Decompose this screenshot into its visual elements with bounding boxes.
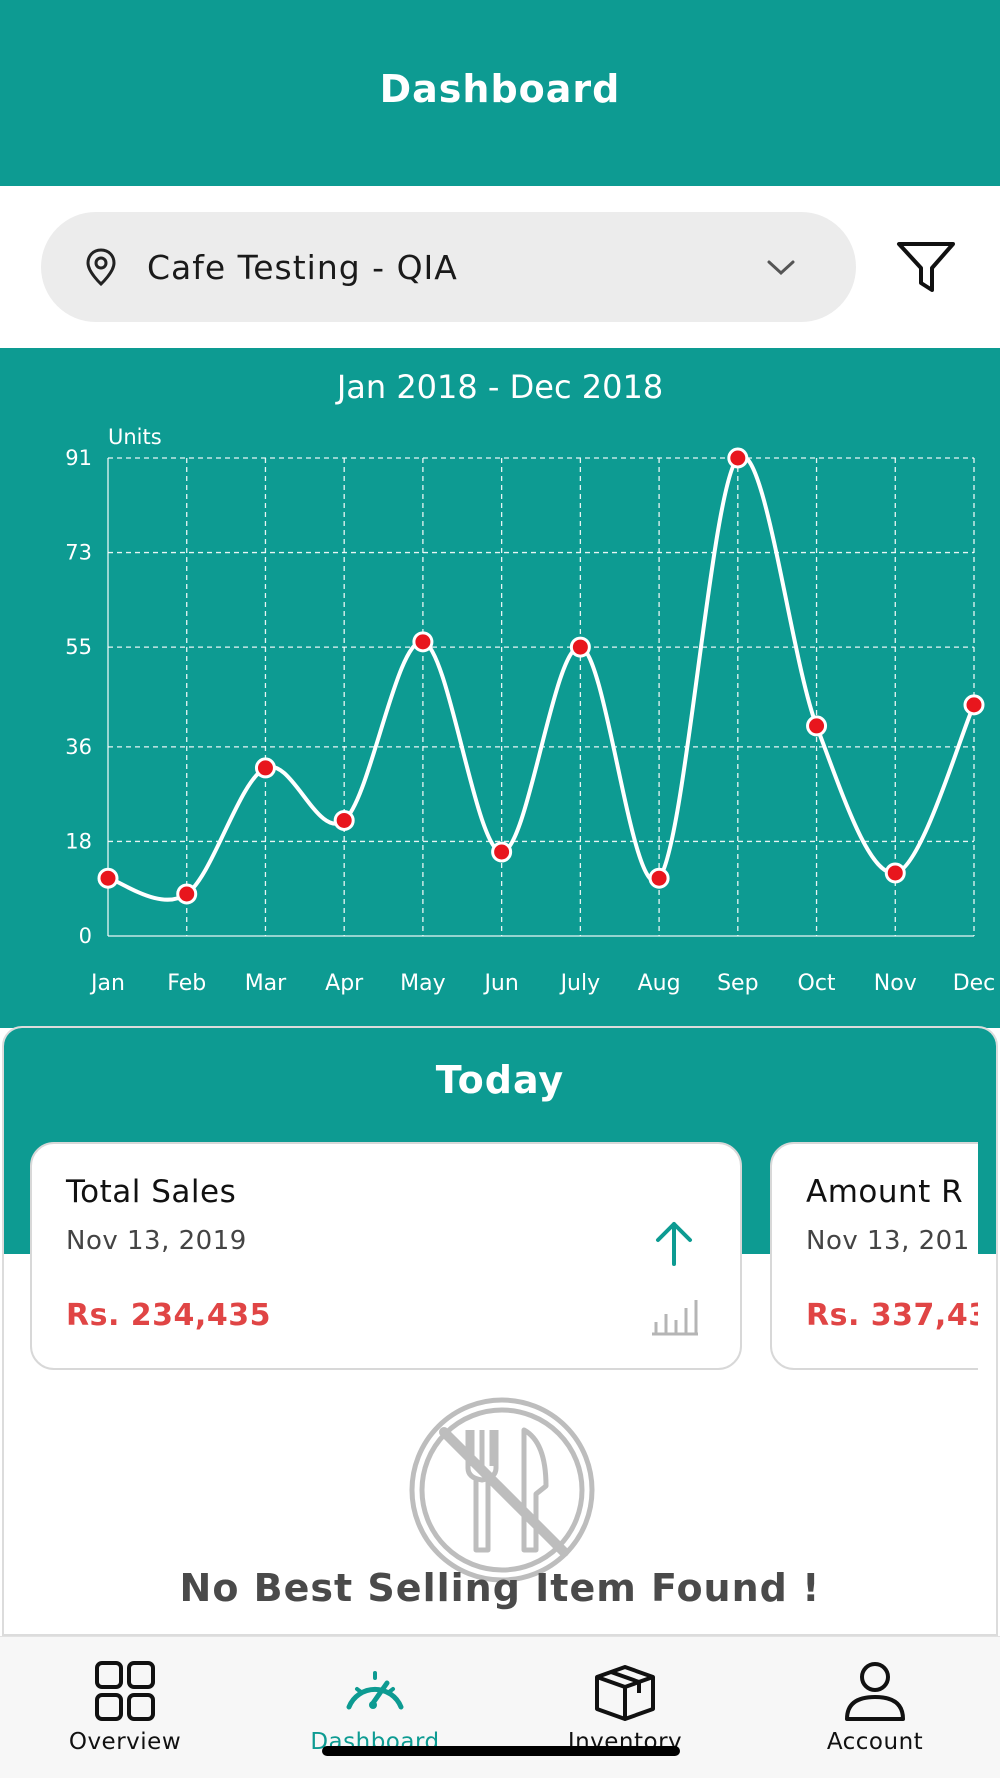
x-tick-label: Nov: [874, 971, 917, 996]
x-tick-label: Aug: [638, 971, 681, 996]
x-tick-label: Apr: [325, 971, 364, 996]
y-tick-label: 55: [65, 635, 92, 659]
data-point: [727, 447, 749, 469]
card-title: Amount R: [806, 1174, 964, 1210]
data-point: [97, 867, 119, 889]
x-tick-label: Feb: [167, 971, 206, 996]
data-point: [254, 757, 276, 779]
total-sales-card[interactable]: Total Sales Nov 13, 2019 Rs. 234,435: [30, 1142, 742, 1370]
data-point: [176, 883, 198, 905]
grid-icon: [95, 1661, 155, 1721]
y-tick-label: 0: [79, 924, 92, 948]
user-icon: [845, 1662, 905, 1721]
box-icon: [595, 1665, 655, 1721]
x-tick-label: Dec: [953, 971, 996, 996]
y-tick-label: 73: [65, 541, 92, 565]
card-scroll-edge-top: [978, 1140, 996, 1254]
data-point: [806, 715, 828, 737]
x-tick-label: Jun: [482, 971, 518, 996]
x-tick-label: Oct: [798, 971, 836, 996]
location-select[interactable]: Cafe Testing - QIA: [41, 212, 856, 322]
bottom-nav: Overview Dashboard Inventory Account: [0, 1636, 1000, 1778]
app-header: Dashboard: [0, 0, 1000, 186]
data-point: [648, 867, 670, 889]
nav-item-account[interactable]: Account: [750, 1637, 1000, 1778]
map-pin-icon: [86, 248, 116, 287]
card-amount: Rs. 234,435: [66, 1298, 271, 1333]
data-point: [491, 841, 513, 863]
y-axis-label: Units: [108, 425, 162, 449]
today-section: Today Total Sales Nov 13, 2019 Rs. 234,4…: [2, 1026, 998, 1636]
card-date: Nov 13, 2019: [66, 1226, 247, 1256]
data-point: [333, 809, 355, 831]
today-title: Today: [435, 1058, 565, 1102]
x-tick-label: Sep: [717, 971, 758, 996]
card-date: Nov 13, 201: [806, 1226, 970, 1256]
y-tick-label: 91: [65, 446, 92, 470]
no-food-icon: [409, 1397, 595, 1583]
units-line-chart: Jan 2018 - Dec 2018 Units 0 18 36 55 73 91 Jan Fe…: [65, 368, 996, 996]
data-point: [963, 694, 985, 716]
speedometer-icon: [346, 1671, 404, 1710]
arrow-up-icon: [656, 1222, 692, 1266]
nav-label: Overview: [68, 1729, 182, 1755]
data-point: [569, 636, 591, 658]
nav-label: Account: [826, 1729, 924, 1755]
home-indicator: [322, 1746, 680, 1756]
chart-title: Jan 2018 - Dec 2018: [335, 368, 663, 406]
x-tick-label: Mar: [245, 971, 287, 996]
nav-item-overview[interactable]: Overview: [0, 1637, 250, 1778]
nav-item-dashboard[interactable]: Dashboard: [250, 1637, 500, 1778]
y-tick-label: 18: [65, 829, 92, 853]
amount-card[interactable]: Amount R Nov 13, 201 Rs. 337,43: [770, 1142, 996, 1370]
card-title: Total Sales: [66, 1174, 237, 1210]
data-point: [884, 862, 906, 884]
x-tick-label: Jan: [89, 971, 125, 996]
bar-chart-icon: [652, 1300, 698, 1336]
nav-item-inventory[interactable]: Inventory: [500, 1637, 750, 1778]
x-tick-label: July: [559, 971, 601, 996]
x-tick-label: May: [400, 971, 445, 996]
y-tick-label: 36: [65, 735, 92, 759]
data-point: [412, 631, 434, 653]
sales-chart-panel: Jan 2018 - Dec 2018 Units 0 18 36 55 73 91 Jan Fe…: [0, 348, 1000, 1028]
filter-bar: Cafe Testing - QIA: [0, 186, 1000, 348]
series-line: [107, 454, 976, 902]
funnel-filter-icon[interactable]: [895, 238, 957, 298]
location-label: Cafe Testing - QIA: [147, 247, 458, 287]
empty-state-message: No Best Selling Item Found !: [179, 1566, 821, 1610]
chevron-down-icon: [767, 260, 795, 276]
card-amount: Rs. 337,43: [806, 1298, 990, 1333]
page-title: Dashboard: [379, 67, 621, 111]
